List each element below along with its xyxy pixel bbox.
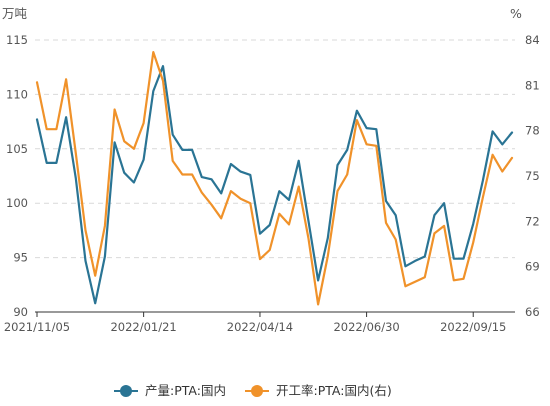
right-tick-label: 78 (525, 124, 540, 138)
x-tick-label: 2022/06/30 (333, 320, 399, 334)
right-y-axis: 66 69 72 75 78 81 84 (525, 33, 540, 319)
legend-label-utilization: 开工率:PTA:国内(右) (276, 383, 392, 398)
legend-marker-output (120, 385, 132, 397)
series-line-utilization (35, 51, 514, 306)
x-tick-label: 2022/09/15 (440, 320, 506, 334)
right-tick-label: 72 (525, 214, 540, 228)
left-tick-label: 90 (13, 305, 28, 319)
x-tick-label: 2022/01/21 (110, 320, 176, 334)
x-tick-label: 2021/11/05 (4, 320, 70, 334)
legend-marker-utilization (251, 385, 263, 397)
right-tick-label: 75 (525, 169, 540, 183)
right-tick-label: 66 (525, 305, 540, 319)
grid-lines (35, 39, 515, 259)
right-tick-label: 81 (525, 78, 540, 92)
left-tick-label: 115 (6, 33, 28, 47)
left-y-axis: 90 95 100 105 110 115 (6, 33, 28, 319)
legend-item-output[interactable]: 产量:PTA:国内 (114, 383, 226, 398)
left-tick-label: 105 (6, 142, 28, 156)
series-lines (35, 51, 514, 306)
left-axis-unit: 万吨 (2, 6, 28, 21)
right-tick-label: 69 (525, 260, 540, 274)
legend: 产量:PTA:国内 开工率:PTA:国内(右) (114, 383, 392, 398)
left-tick-label: 100 (6, 196, 28, 210)
left-tick-label: 95 (13, 251, 28, 265)
legend-item-utilization[interactable]: 开工率:PTA:国内(右) (245, 383, 392, 398)
left-tick-label: 110 (6, 87, 28, 101)
x-tick-label: 2022/04/14 (227, 320, 293, 334)
x-axis: 2021/11/05 2022/01/21 2022/04/14 2022/06/30… (4, 311, 515, 334)
legend-label-output: 产量:PTA:国内 (145, 383, 226, 398)
series-line-output (35, 65, 514, 305)
right-tick-label: 84 (525, 33, 540, 47)
right-axis-unit: % (510, 6, 522, 21)
